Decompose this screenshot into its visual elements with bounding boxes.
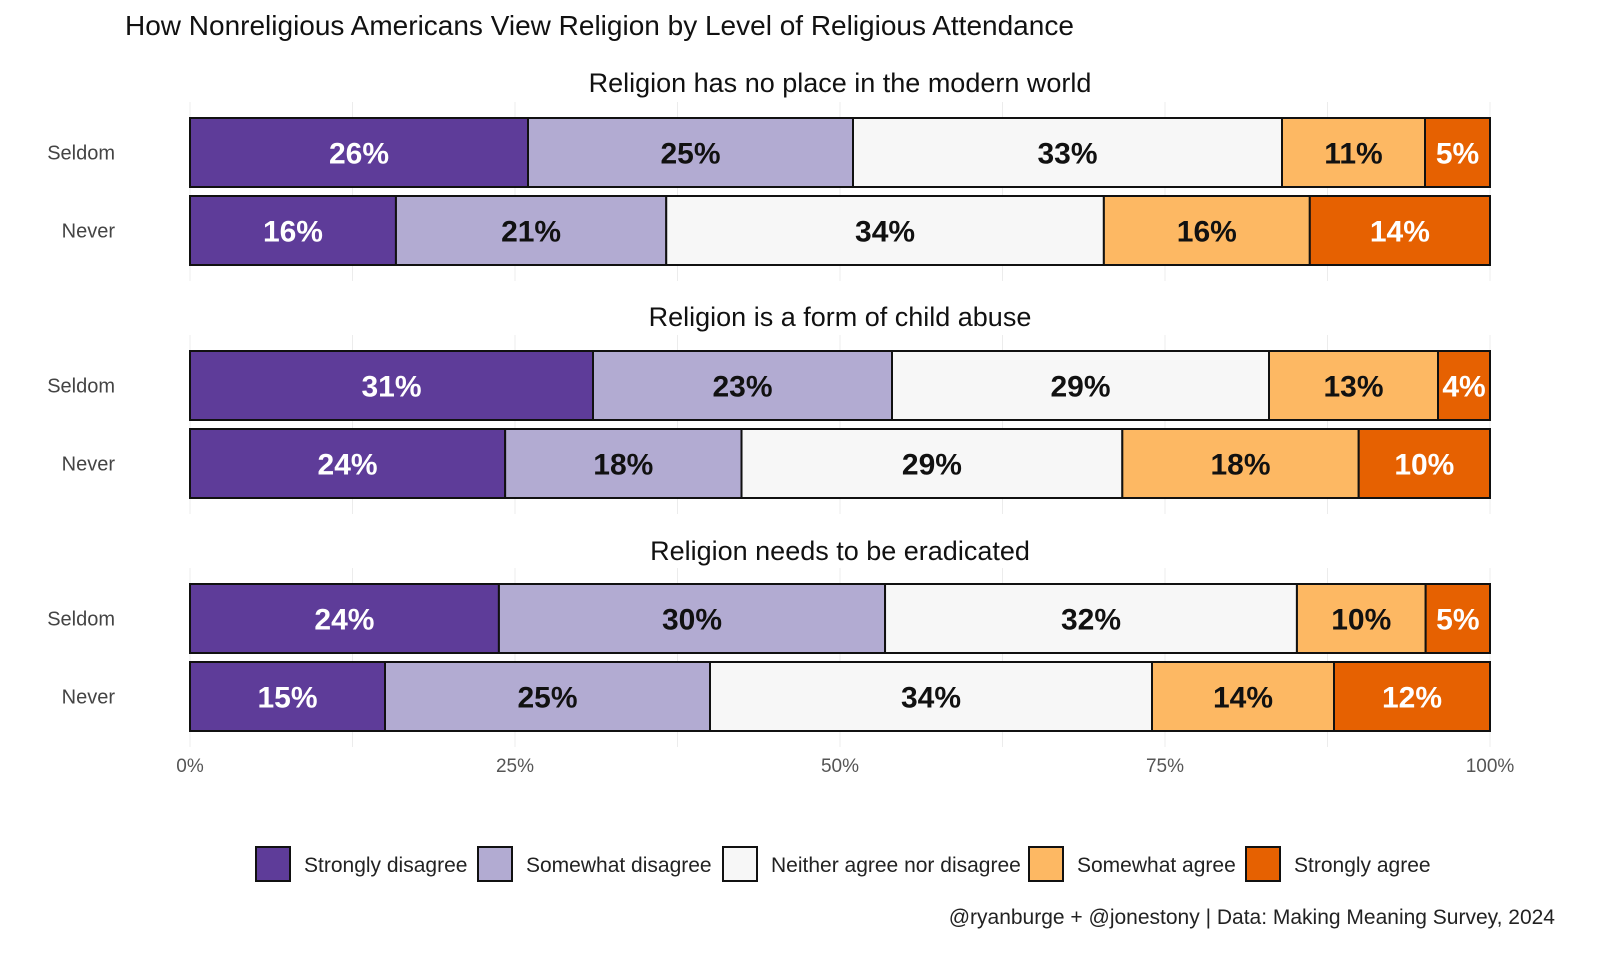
chart-title: How Nonreligious Americans View Religion… [125,10,1074,41]
bar-segment [1437,350,1491,421]
legend-label: Somewhat agree [1077,854,1236,877]
data-label: 25% [660,138,720,171]
bar-segment [852,117,1283,188]
data-label: 18% [1210,449,1270,482]
data-label: 32% [1061,604,1121,637]
legend-swatch [255,846,291,882]
data-label: 4% [1442,371,1485,404]
data-label: 14% [1213,682,1273,715]
bar-segment [1102,195,1311,266]
bar-segment [1424,117,1491,188]
panel-title: Religion is a form of child abuse [649,302,1032,332]
data-label: 13% [1323,371,1383,404]
legend-item: Neither agree nor disagree [722,846,1021,882]
bar-segment [394,195,668,266]
x-axis: 0% 25% 50% 75% 100% [176,756,1514,777]
bar-segment [384,661,711,732]
data-label: 25% [517,682,577,715]
legend-label: Somewhat disagree [526,854,712,877]
data-label: 21% [501,216,561,249]
bar-segment [1357,428,1492,499]
panel: Religion needs to be eradicated Seldom 24%… [47,536,1491,732]
bar-segment [189,350,594,421]
bar-segment [1151,661,1335,732]
x-tick-label: 50% [821,756,859,777]
bar-segment [1281,117,1426,188]
panel-title: Religion has no place in the modern worl… [589,68,1092,98]
bar-segment [189,661,386,732]
data-label: 33% [1037,138,1097,171]
legend-item: Somewhat disagree [477,846,712,882]
data-label: 14% [1370,216,1430,249]
panel: Religion is a form of child abuse Seldom 3… [47,302,1492,499]
panel: Religion has no place in the modern worl… [47,68,1492,266]
data-label: 10% [1331,604,1391,637]
row-label: Never [62,221,116,243]
data-label: 34% [855,216,915,249]
data-label: 10% [1394,449,1454,482]
row-label: Never [62,454,116,476]
bar-segment [884,583,1298,654]
legend-swatch [722,846,758,882]
bar-segment [592,350,893,421]
legend-swatch [477,846,513,882]
legend-item: Somewhat agree [1028,846,1236,882]
legend-label: Strongly agree [1294,854,1431,877]
data-label: 26% [329,138,389,171]
bar-segment [1308,195,1492,266]
data-label: 30% [662,604,722,637]
legend-label: Neither agree nor disagree [771,854,1021,877]
data-label: 11% [1324,138,1382,171]
bar-segment [1424,583,1491,654]
data-label: 31% [361,371,421,404]
data-label: 16% [263,216,323,249]
legend-item: Strongly disagree [255,846,467,882]
legend: Strongly disagree Somewhat disagree Neithe… [255,846,1431,882]
x-tick-label: 75% [1146,756,1184,777]
x-tick-label: 100% [1466,756,1515,777]
caption: @ryanburge + @jonestony | Data: Making M… [949,906,1556,929]
row-label: Seldom [47,143,115,165]
bar-segment [1268,350,1439,421]
row-label: Never [62,687,116,709]
row-label: Seldom [47,609,115,631]
bar-segment [504,428,743,499]
bar-segment [891,350,1270,421]
data-label: 18% [593,449,653,482]
data-label: 24% [314,604,374,637]
data-label: 29% [902,449,962,482]
x-tick-label: 0% [176,756,204,777]
panels: Religion has no place in the modern worl… [47,68,1492,732]
data-label: 5% [1436,604,1479,637]
panel-title: Religion needs to be eradicated [650,536,1030,566]
bar-segment [709,661,1153,732]
data-label: 12% [1382,682,1442,715]
bar-segment [189,583,500,654]
data-label: 34% [901,682,961,715]
legend-label: Strongly disagree [304,854,467,877]
bar-segment [740,428,1124,499]
data-label: 15% [257,682,317,715]
bar-segment [665,195,1105,266]
bar-segment [497,583,887,654]
bar-segment [1295,583,1427,654]
legend-swatch [1245,846,1281,882]
row-label: Seldom [47,376,115,398]
bar-segment [1333,661,1491,732]
data-label: 24% [318,449,378,482]
data-label: 16% [1177,216,1237,249]
legend-item: Strongly agree [1245,846,1431,882]
data-label: 29% [1050,371,1110,404]
data-label: 23% [712,371,772,404]
data-label: 5% [1436,138,1479,171]
legend-swatch [1028,846,1064,882]
x-tick-label: 25% [496,756,534,777]
